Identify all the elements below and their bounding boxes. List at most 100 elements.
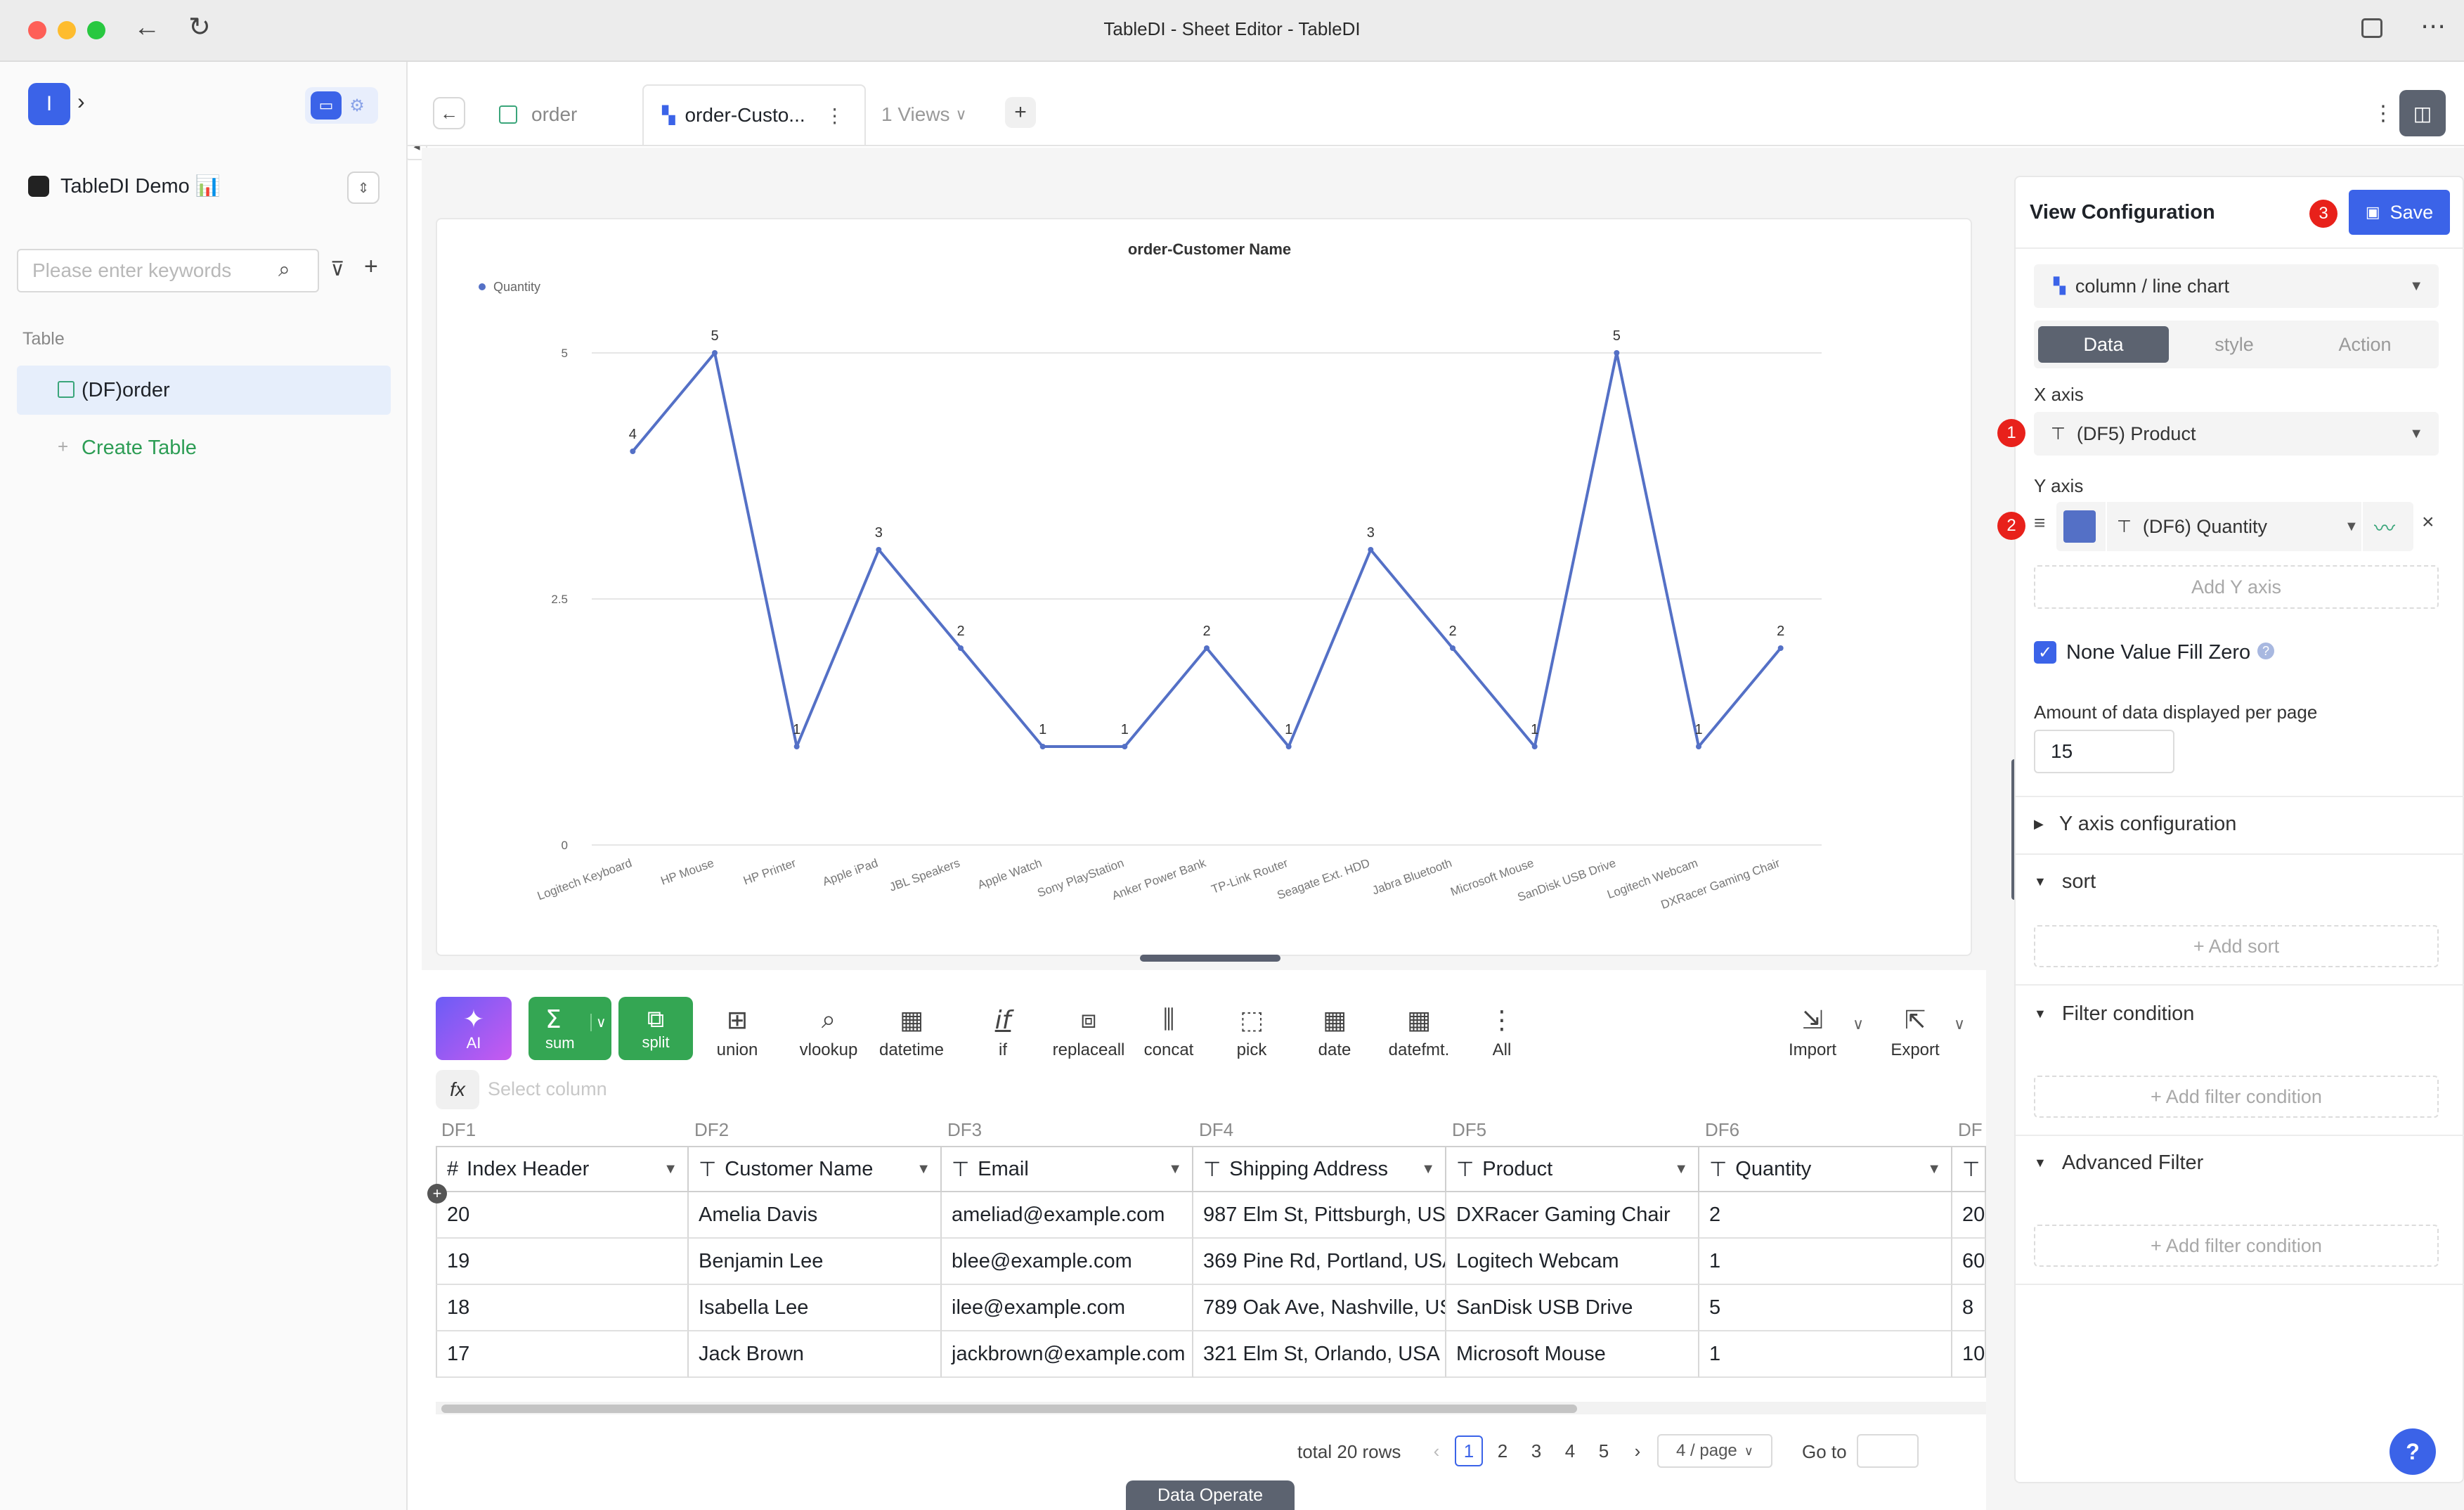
line-chart-icon[interactable]: 〰 bbox=[2374, 517, 2395, 541]
table-cell[interactable]: 20 bbox=[436, 1192, 689, 1239]
horizontal-scrollbar[interactable] bbox=[436, 1402, 1986, 1414]
amount-input[interactable]: 15 bbox=[2034, 730, 2174, 773]
split-button[interactable]: ⧉ split bbox=[618, 997, 693, 1060]
column-header[interactable]: ⊤ Customer Name ▼ bbox=[689, 1146, 942, 1192]
x-axis-select[interactable]: ⊤ (DF5) Product ▼ bbox=[2034, 412, 2439, 456]
goto-input[interactable] bbox=[1857, 1434, 1919, 1468]
page-button[interactable]: 1 bbox=[1455, 1435, 1483, 1466]
table-cell[interactable]: 2 bbox=[1699, 1192, 1952, 1239]
formula-input[interactable]: Select column bbox=[488, 1078, 607, 1099]
table-cell[interactable]: Microsoft Mouse bbox=[1446, 1331, 1699, 1378]
add-filter-button[interactable]: + Add filter condition bbox=[2034, 1076, 2439, 1118]
tab-menu-icon[interactable]: ⋮ bbox=[824, 104, 845, 127]
tab-order-customer[interactable]: ▚ order-Custo... ⋮ bbox=[642, 84, 866, 145]
refresh-icon[interactable]: ↻ bbox=[188, 11, 211, 42]
more-icon[interactable]: ⋯ bbox=[2420, 11, 2446, 40]
none-fill-zero-checkbox[interactable]: ✓ bbox=[2034, 641, 2056, 664]
view-mode-toggle[interactable]: ▭ ⚙ bbox=[305, 87, 378, 124]
tab-order[interactable]: order bbox=[499, 84, 577, 145]
table-cell[interactable]: 19 bbox=[436, 1239, 689, 1285]
back-icon[interactable]: ← bbox=[433, 97, 465, 129]
create-table-button[interactable]: + Create Table bbox=[17, 423, 391, 472]
caret-down-icon[interactable]: ▼ bbox=[2345, 518, 2359, 534]
add-icon[interactable]: + bbox=[364, 253, 378, 280]
column-header[interactable]: ⊤ Email ▼ bbox=[942, 1146, 1193, 1192]
ai-button[interactable]: ✦ AI bbox=[436, 997, 512, 1060]
column-header[interactable]: ⊤ Shipping Address ▼ bbox=[1193, 1146, 1446, 1192]
table-cell[interactable]: blee@example.com bbox=[942, 1239, 1193, 1285]
more-options-icon[interactable]: ⋮ bbox=[2373, 102, 2394, 125]
page-button[interactable]: 3 bbox=[1531, 1440, 1542, 1461]
gear-icon[interactable]: ⚙ bbox=[349, 96, 365, 115]
help-button[interactable]: ? bbox=[2390, 1428, 2436, 1475]
sidebar-item-order[interactable]: (DF)order bbox=[17, 366, 391, 415]
union-button[interactable]: ⊞ union bbox=[699, 997, 776, 1060]
pick-button[interactable]: ⬚ pick bbox=[1213, 997, 1290, 1060]
workspace-name[interactable]: TableDI Demo 📊 bbox=[60, 175, 221, 198]
date-button[interactable]: ▦ date bbox=[1296, 997, 1373, 1060]
table-cell[interactable]: ameliad@example.com bbox=[942, 1192, 1193, 1239]
caret-down-icon[interactable]: ▼ bbox=[1927, 1161, 1941, 1177]
close-window-button[interactable] bbox=[28, 21, 46, 39]
export-button[interactable]: ⇱ Export bbox=[1876, 997, 1954, 1060]
datefmt-button[interactable]: ▦ datefmt. bbox=[1380, 997, 1458, 1060]
column-header[interactable]: ⊤ Quantity ▼ bbox=[1699, 1146, 1952, 1192]
caret-down-icon[interactable]: ▼ bbox=[1421, 1161, 1435, 1177]
minimize-window-button[interactable] bbox=[58, 21, 76, 39]
table-cell[interactable]: 789 Oak Ave, Nashville, US bbox=[1193, 1285, 1446, 1331]
remove-icon[interactable]: × bbox=[2422, 510, 2434, 534]
caret-down-icon[interactable]: ▼ bbox=[663, 1161, 677, 1177]
table-cell[interactable]: Logitech Webcam bbox=[1446, 1239, 1699, 1285]
table-cell[interactable]: DXRacer Gaming Chair bbox=[1446, 1192, 1699, 1239]
table-cell[interactable]: 17 bbox=[436, 1331, 689, 1378]
add-view-button[interactable]: + bbox=[1005, 97, 1036, 128]
sort-section[interactable]: ▼ sort bbox=[2034, 870, 2096, 893]
drag-handle-icon[interactable]: ≡ bbox=[2034, 512, 2046, 534]
search-icon[interactable]: ⌕ bbox=[278, 257, 290, 282]
prev-page-icon[interactable]: ‹ bbox=[1433, 1440, 1440, 1461]
table-cell[interactable]: 5 bbox=[1699, 1285, 1952, 1331]
all-button[interactable]: ⋮ All bbox=[1463, 997, 1541, 1060]
table-cell[interactable]: Jack Brown bbox=[689, 1331, 942, 1378]
workspace-switch-icon[interactable]: ⇕ bbox=[347, 172, 380, 204]
back-arrow-icon[interactable]: ← bbox=[134, 13, 160, 42]
table-cell[interactable]: Benjamin Lee bbox=[689, 1239, 942, 1285]
filter-icon[interactable]: ⊽ bbox=[330, 257, 345, 280]
column-header[interactable]: ⊤ Product ▼ bbox=[1446, 1146, 1699, 1192]
table-cell[interactable]: Amelia Davis bbox=[689, 1192, 942, 1239]
tab-action[interactable]: Action bbox=[2338, 333, 2392, 355]
page-size-select[interactable]: 4 / page ∨ bbox=[1657, 1434, 1772, 1468]
table-cell[interactable]: jackbrown@example.com bbox=[942, 1331, 1193, 1378]
table-cell[interactable]: 1 bbox=[1699, 1331, 1952, 1378]
column-header[interactable]: # Index Header ▼ bbox=[436, 1146, 689, 1192]
datetime-button[interactable]: ▦ datetime bbox=[873, 997, 950, 1060]
tab-data[interactable]: Data bbox=[2038, 326, 2169, 363]
table-cell[interactable]: 8 bbox=[1952, 1285, 1986, 1331]
export-chevron-icon[interactable]: ∨ bbox=[1954, 1015, 1966, 1033]
add-sort-button[interactable]: + Add sort bbox=[2034, 925, 2439, 967]
advanced-filter-section[interactable]: ▼ Advanced Filter bbox=[2034, 1151, 2203, 1175]
help-icon[interactable]: ? bbox=[2257, 643, 2274, 659]
chevron-down-icon[interactable]: ∨ bbox=[590, 1014, 607, 1031]
table-cell[interactable]: 18 bbox=[436, 1285, 689, 1331]
concat-button[interactable]: ⫼ concat bbox=[1130, 997, 1207, 1060]
next-page-icon[interactable]: › bbox=[1634, 1440, 1641, 1461]
series-color-swatch[interactable] bbox=[2063, 510, 2096, 543]
table-cell[interactable]: Isabella Lee bbox=[689, 1285, 942, 1331]
table-cell[interactable]: ilee@example.com bbox=[942, 1285, 1193, 1331]
page-button[interactable]: 2 bbox=[1497, 1440, 1508, 1461]
views-dropdown[interactable]: 1 Views ∨ bbox=[881, 84, 967, 145]
table-cell[interactable]: 20 bbox=[1952, 1192, 1986, 1239]
y-axis-value[interactable]: (DF6) Quantity bbox=[2142, 515, 2267, 537]
y-axis-config-section[interactable]: ▶ Y axis configuration bbox=[2034, 813, 2236, 836]
maximize-window-button[interactable] bbox=[87, 21, 105, 39]
tab-style[interactable]: style bbox=[2215, 333, 2254, 355]
table-cell[interactable]: 987 Elm St, Pittsburgh, US bbox=[1193, 1192, 1446, 1239]
data-operate-tab[interactable]: Data Operate bbox=[1126, 1480, 1295, 1510]
caret-down-icon[interactable]: ▼ bbox=[1674, 1161, 1688, 1177]
cast-icon[interactable] bbox=[2361, 18, 2382, 38]
if-button[interactable]: if if bbox=[964, 997, 1042, 1060]
table-cell[interactable]: 60 bbox=[1952, 1239, 1986, 1285]
add-y-axis-button[interactable]: Add Y axis bbox=[2034, 565, 2439, 609]
table-cell[interactable]: 1 bbox=[1699, 1239, 1952, 1285]
